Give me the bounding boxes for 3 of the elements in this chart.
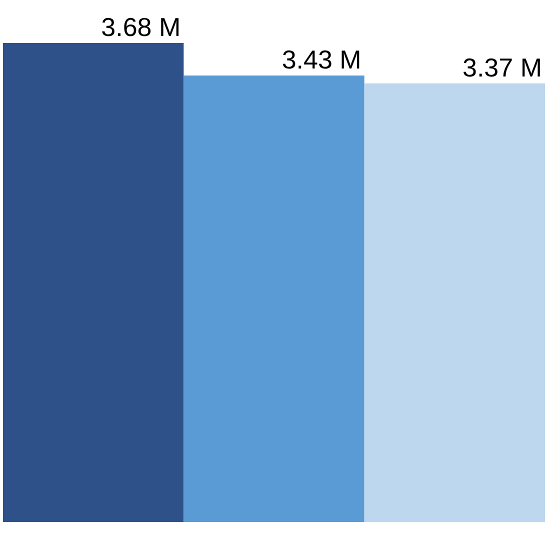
data-label: 3.68 M (101, 12, 181, 42)
data-label: 3.37 M (462, 52, 542, 82)
data-label: 3.43 M (282, 44, 362, 75)
